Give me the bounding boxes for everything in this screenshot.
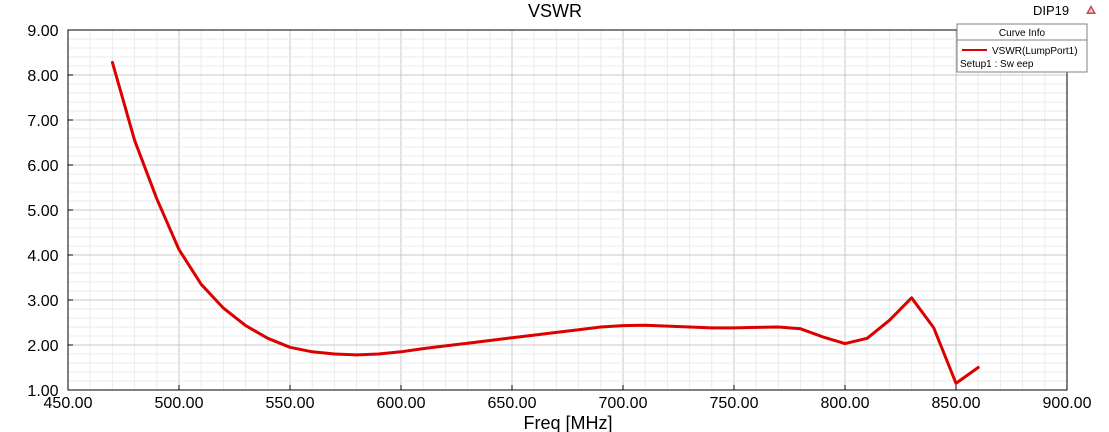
data-point: [777, 325, 780, 329]
data-point: [399, 350, 403, 353]
data-point: [555, 331, 558, 334]
y-tick-label: 5.00: [27, 203, 58, 220]
badge-label: DIP19: [1033, 3, 1069, 18]
y-tick-label: 8.00: [27, 68, 58, 85]
x-tick-label: 650.00: [488, 395, 537, 412]
x-tick-label: 500.00: [155, 395, 204, 412]
y-tick-label: 4.00: [27, 248, 58, 265]
chart-title: VSWR: [528, 1, 582, 21]
tick-layer: 450.00 500.00 550.00 600.00 650.00 700.00 750.…: [27, 23, 1091, 412]
data-point: [377, 352, 380, 356]
data-point: [688, 325, 691, 329]
badge: DIP19: [1033, 3, 1096, 18]
data-point: [244, 324, 247, 327]
series-line-vswr: [110, 60, 980, 385]
data-point: [488, 339, 491, 342]
grid-layer: [67, 29, 1068, 391]
y-tick-label: 2.00: [27, 338, 58, 355]
y-tick-label: 6.00: [27, 158, 58, 175]
legend-entry-sub: Setup1 : Sw eep: [960, 59, 1034, 70]
legend-box: Curve Info VSWR(LumpPort1) Setup1 : Sw e…: [956, 23, 1088, 73]
x-tick-label: 600.00: [377, 395, 426, 412]
data-point: [599, 325, 602, 329]
y-tick-label: 3.00: [27, 293, 58, 310]
x-tick-label: 550.00: [266, 395, 315, 412]
y-tick-label: 9.00: [27, 23, 58, 40]
data-point: [799, 327, 802, 330]
warning-triangle-icon: [1086, 5, 1096, 14]
data-point: [710, 326, 713, 330]
data-point: [666, 324, 669, 328]
data-point: [732, 326, 736, 330]
data-point: [977, 366, 980, 369]
data-point: [866, 337, 869, 340]
data-point: [510, 336, 514, 339]
series-layer: [110, 60, 980, 385]
data-point: [200, 283, 203, 286]
data-point: [621, 324, 625, 327]
data-point: [644, 324, 647, 327]
data-point: [222, 306, 225, 310]
x-axis-label: Freq [MHz]: [523, 413, 612, 432]
x-tick-label: 850.00: [932, 395, 981, 412]
data-point: [577, 328, 580, 331]
data-point: [888, 319, 891, 322]
x-tick-label: 700.00: [599, 395, 648, 412]
data-point: [755, 326, 758, 329]
data-point: [843, 342, 847, 345]
data-point: [155, 197, 158, 200]
data-point: [954, 382, 958, 385]
data-point: [333, 352, 336, 356]
data-point: [177, 248, 181, 251]
data-point: [466, 342, 469, 345]
data-point: [266, 337, 269, 340]
legend-frame: [956, 23, 1088, 73]
data-point: [111, 61, 114, 64]
data-point: [932, 326, 935, 330]
x-tick-label: 750.00: [710, 395, 759, 412]
x-tick-label: 800.00: [821, 395, 870, 412]
legend-entry-label: VSWR(LumpPort1): [992, 46, 1078, 57]
y-tick-label: 1.00: [27, 383, 58, 400]
data-point: [910, 296, 913, 299]
data-point: [355, 353, 358, 357]
x-tick-label: 900.00: [1043, 395, 1092, 412]
data-point: [288, 346, 292, 349]
data-point: [311, 350, 314, 353]
y-tick-label: 7.00: [27, 113, 58, 130]
x-tick-label: 450.00: [44, 395, 93, 412]
data-point: [444, 344, 447, 348]
data-point: [422, 347, 425, 350]
data-point: [133, 139, 136, 142]
data-point: [533, 333, 536, 337]
legend-header: Curve Info: [999, 28, 1046, 39]
data-point: [821, 335, 824, 339]
